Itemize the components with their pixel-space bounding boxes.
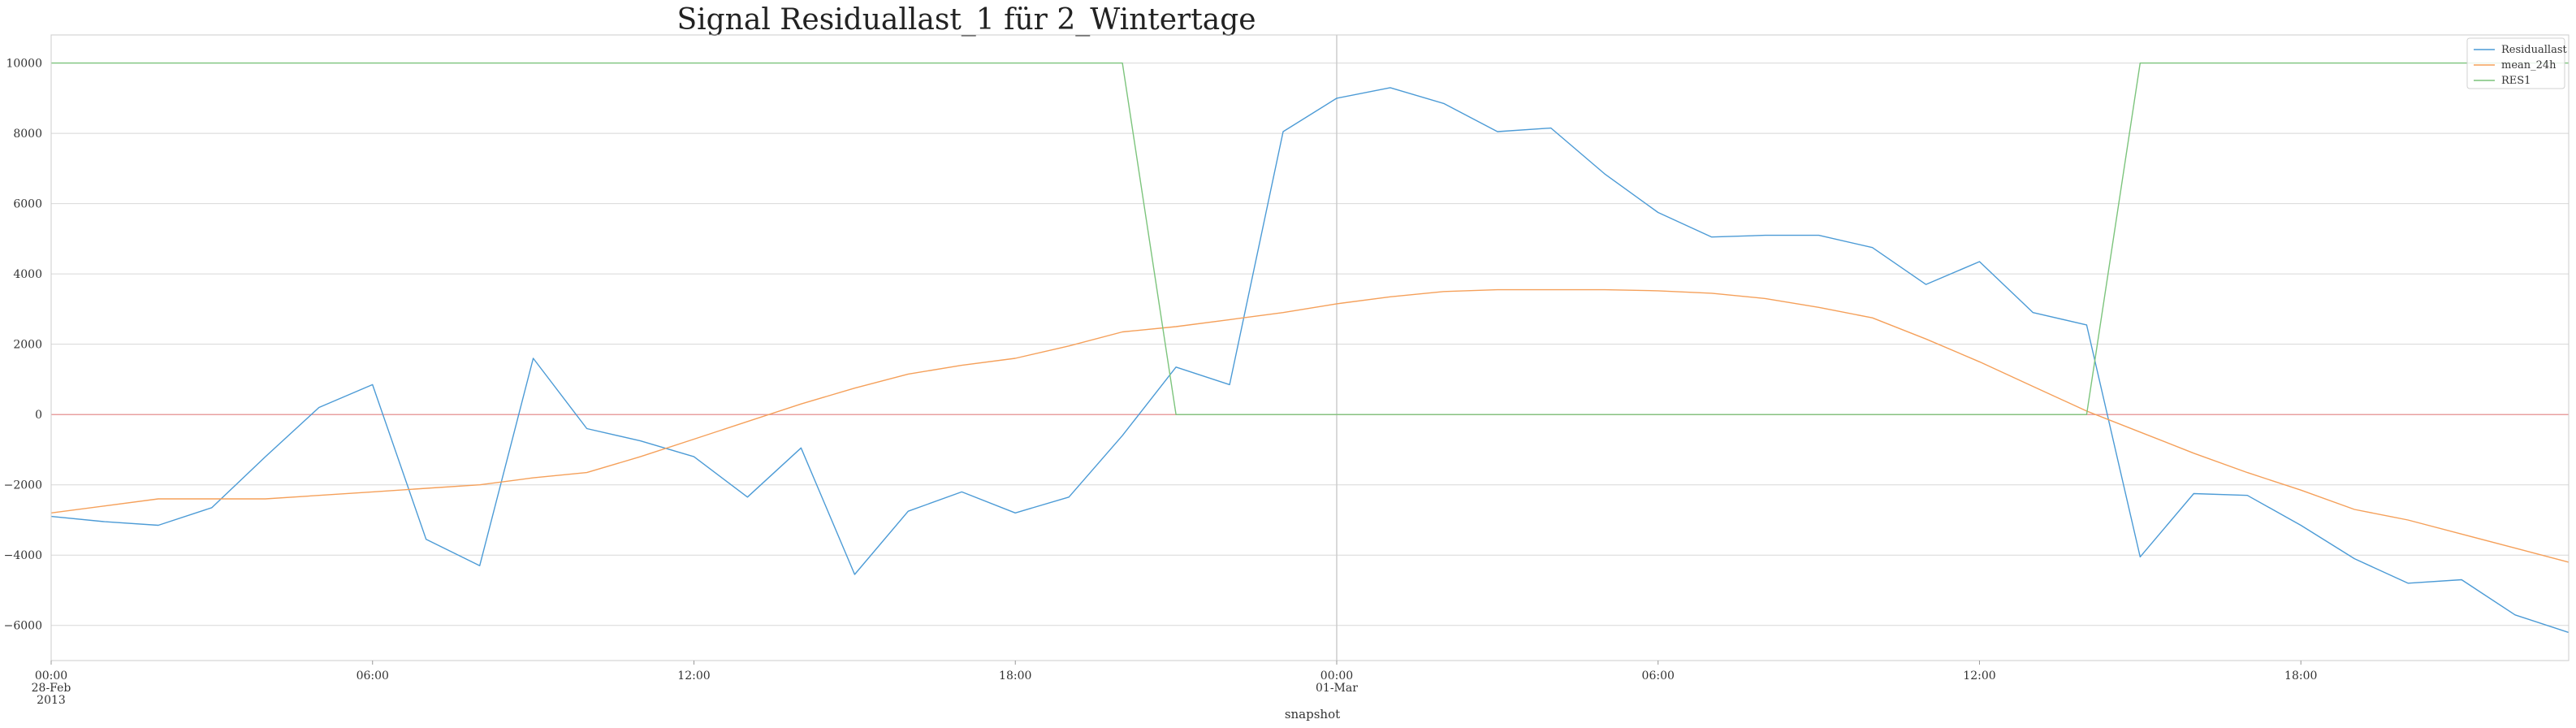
y-tick-label: −6000 xyxy=(4,620,42,633)
x-tick-label: 28-Feb xyxy=(32,682,71,695)
legend-box xyxy=(2466,37,2565,89)
x-tick-label: 12:00 xyxy=(1963,670,1995,682)
legend-label: mean_24h xyxy=(2501,59,2557,72)
series-lines xyxy=(50,62,2570,634)
x-tick-label: 01-Mar xyxy=(1316,682,1358,695)
x-tick-label: 00:00 xyxy=(1320,670,1353,682)
x-tick-label: 06:00 xyxy=(1642,670,1675,682)
y-axis-ticks: −6000 −4000 −2000 0 2000 4000 6000 8000 10000 xyxy=(4,58,42,633)
legend: Residuallast mean_24h RES1 xyxy=(2466,37,2567,89)
legend-label: Residuallast xyxy=(2501,44,2567,56)
series-line-mean-24h xyxy=(50,288,2570,563)
x-axis-label: snapshot xyxy=(1285,707,1340,722)
series-line-residuallast xyxy=(50,87,2570,634)
y-tick-label: 6000 xyxy=(13,198,42,211)
x-tick-label: 2013 xyxy=(37,694,66,707)
x-tick-label: 06:00 xyxy=(357,670,389,682)
y-tick-label: 2000 xyxy=(13,339,42,352)
plot-frame xyxy=(50,34,2570,661)
x-tick-label: 00:00 xyxy=(35,670,67,682)
y-tick-label: 0 xyxy=(35,409,42,422)
x-tick-label: 18:00 xyxy=(999,670,1031,682)
legend-label: RES1 xyxy=(2501,75,2531,87)
x-tick-label: 18:00 xyxy=(2284,670,2317,682)
y-tick-label: 8000 xyxy=(13,128,42,141)
reference-lines xyxy=(51,35,2569,661)
x-tick-label: 12:00 xyxy=(677,670,710,682)
y-tick-label: 10000 xyxy=(6,58,42,71)
y-tick-label: −2000 xyxy=(4,479,42,492)
series-line-res1 xyxy=(51,62,2569,415)
y-tick-label: −4000 xyxy=(4,549,42,562)
y-tick-label: 4000 xyxy=(13,268,42,281)
chart-title: Signal Residuallast_1 für 2_Wintertage xyxy=(676,3,1256,37)
